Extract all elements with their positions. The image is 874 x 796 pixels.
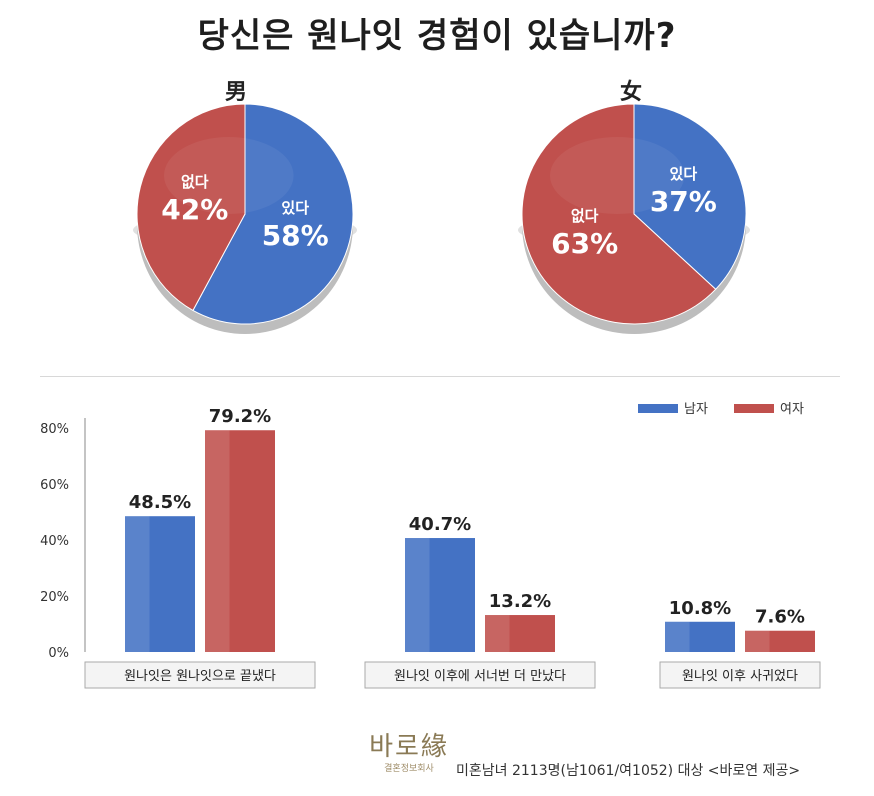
category-label-box (84, 661, 316, 689)
legend-swatch (638, 404, 678, 413)
bar-female (205, 430, 275, 652)
y-tick-label: 40% (40, 534, 69, 549)
y-tick-label: 20% (40, 590, 69, 605)
category-label-box (659, 661, 821, 689)
bar-value-label: 10.8% (669, 598, 731, 619)
y-tick-label: 0% (48, 646, 69, 661)
pie-slice-yes (192, 103, 354, 325)
male-pie-chart: 있다 58% 없다 42% (133, 103, 357, 334)
bar-value-label: 7.6% (755, 607, 805, 628)
legend-swatch (734, 404, 774, 413)
pie-slice-value: 42% (161, 193, 228, 226)
pie-slice-label: 있다 (281, 199, 309, 217)
pie-slice-no (136, 103, 246, 312)
pie-slice-value: 63% (551, 227, 618, 260)
y-tick-label: 80% (40, 422, 69, 437)
divider (40, 376, 840, 377)
bar-female (745, 630, 815, 652)
bar-value-label: 13.2% (489, 591, 551, 612)
pie-slice-label: 있다 (670, 165, 698, 183)
category-label-box (364, 661, 596, 689)
pie-title-male: 男 (225, 80, 248, 105)
category-label: 원나잇 이후 사귀었다 (682, 669, 798, 684)
logo: 바로緣 결혼정보회사 (366, 726, 452, 774)
source-note: 미혼남녀 2113명(남1061/여1052) 대상 <바로연 제공> (456, 763, 801, 779)
bar-male (665, 621, 735, 652)
y-tick-label: 60% (40, 478, 69, 493)
legend-label: 여자 (780, 402, 804, 417)
bar-value-label: 48.5% (129, 492, 191, 513)
bar-value-label: 79.2% (209, 406, 271, 427)
pie-slice-value: 37% (650, 185, 717, 218)
category-label: 원나잇은 원나잇으로 끝냈다 (124, 669, 276, 684)
bar-male (405, 538, 475, 652)
pie-slice-label: 없다 (571, 207, 599, 225)
pie-slice-yes (633, 103, 747, 291)
pie-slice-no (521, 103, 717, 325)
bar-female (485, 615, 555, 652)
pie-slice-value: 58% (262, 219, 329, 252)
bar-value-label: 40.7% (409, 514, 471, 535)
bar-male (125, 516, 195, 652)
logo-subtext: 결혼정보회사 (384, 764, 434, 774)
pie-slice-label: 없다 (181, 173, 209, 191)
female-pie-chart: 있다 37% 없다 63% (518, 103, 750, 334)
logo-text: 바로緣 (369, 732, 449, 762)
category-label: 원나잇 이후에 서너번 더 만났다 (394, 669, 566, 684)
legend-label: 남자 (684, 402, 708, 417)
chart-title: 당신은 원나잇 경험이 있습니까? (197, 16, 677, 56)
bar-chart: 0% 20% 40% 60% 80% 48.5% 79.2% 원나잇은 원나잇으로 끝냈다 40… (40, 402, 821, 689)
pie-title-female: 女 (620, 80, 643, 105)
